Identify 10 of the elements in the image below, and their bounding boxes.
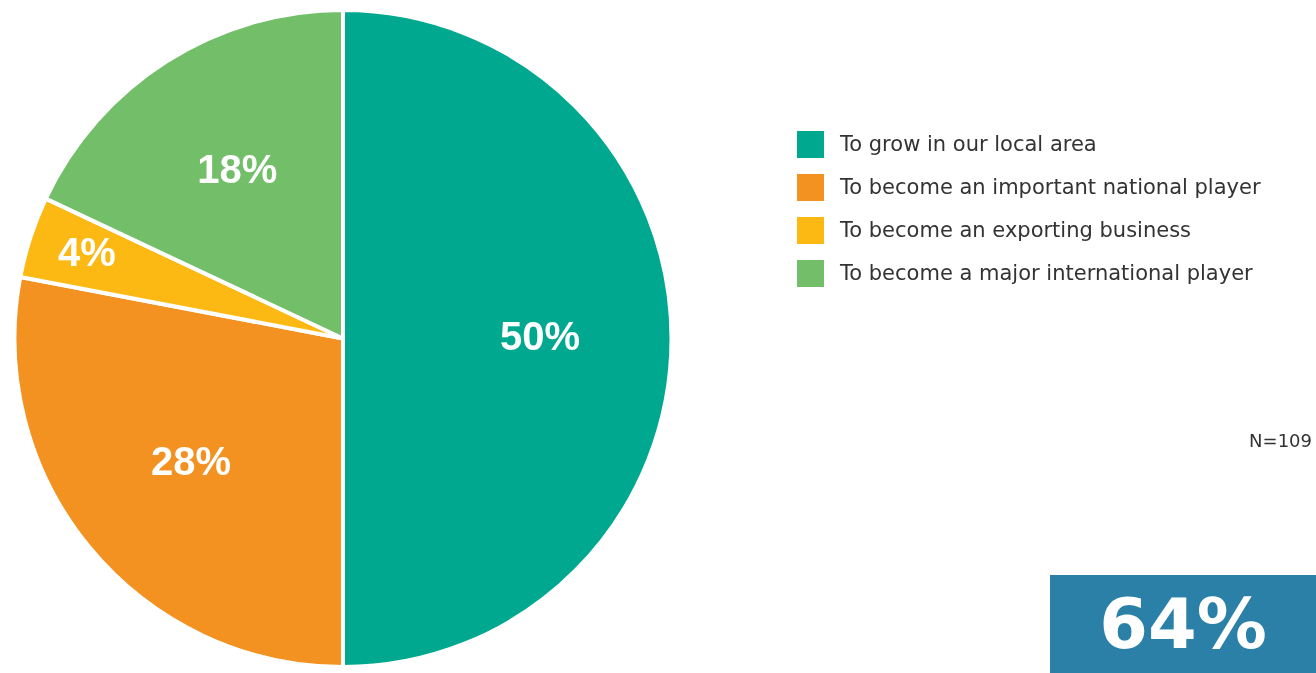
data-label: 28% [151, 439, 232, 484]
legend-label: To grow in our local area [840, 131, 1097, 158]
legend-label: To become an exporting business [840, 217, 1192, 244]
data-label: 50% [500, 313, 581, 358]
data-label: 18% [197, 147, 278, 192]
text: 64% [1050, 575, 1316, 673]
legend-label: To become an important national player [840, 174, 1261, 201]
text: N=109 [1249, 430, 1312, 451]
data-label: 4% [57, 230, 116, 275]
legend-label: To become a major international player [840, 260, 1253, 287]
